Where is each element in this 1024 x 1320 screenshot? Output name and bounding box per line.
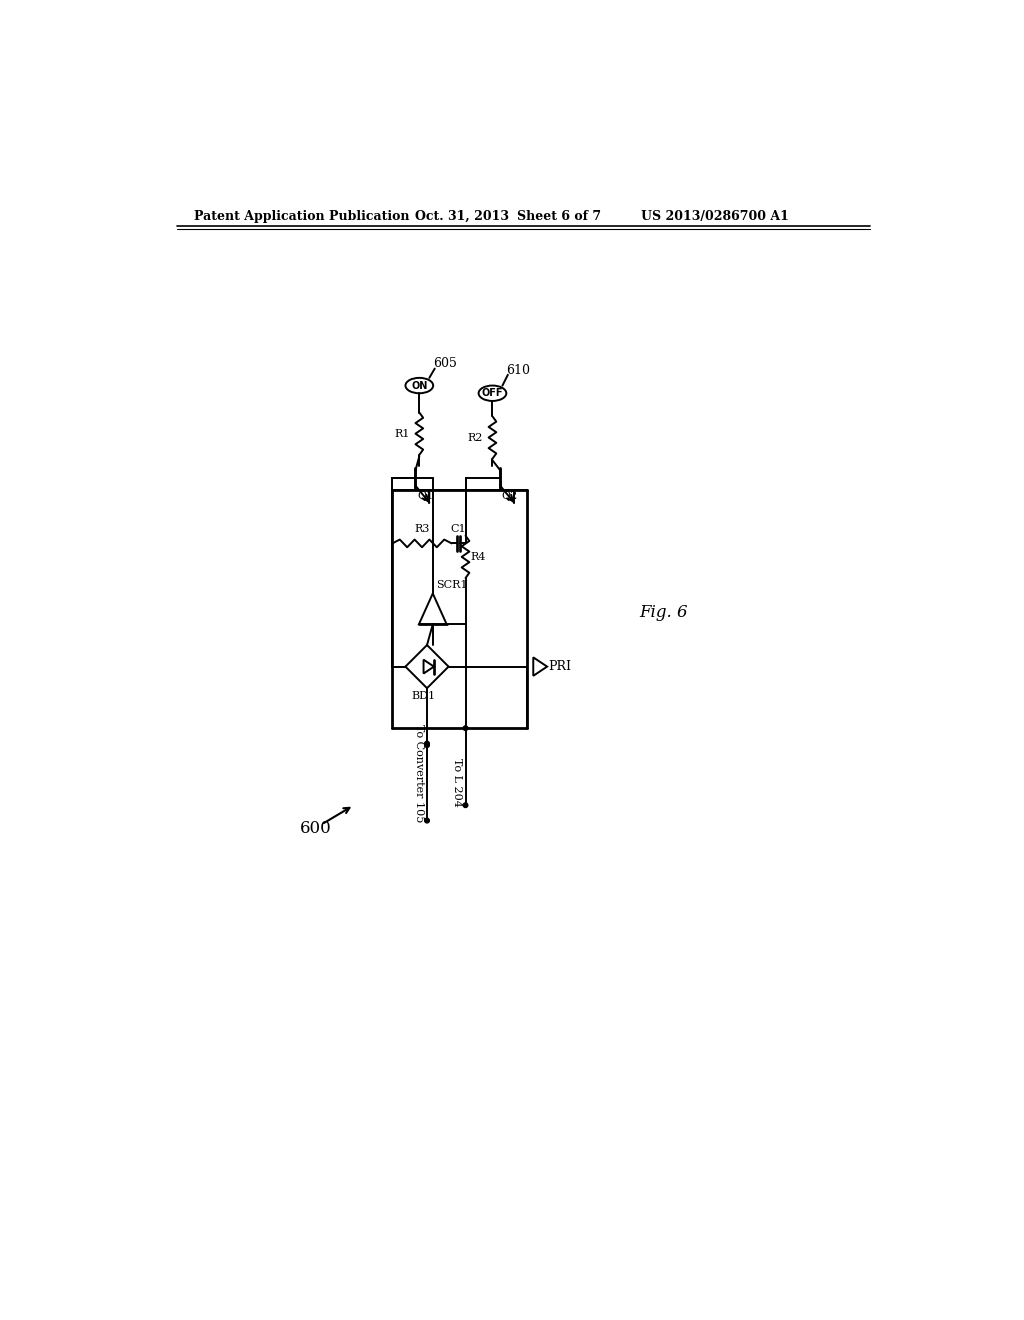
- Text: Q2: Q2: [502, 491, 518, 502]
- Text: Q1: Q1: [417, 491, 433, 502]
- Text: R3: R3: [415, 524, 430, 535]
- Text: R4: R4: [470, 552, 485, 562]
- Text: R2: R2: [468, 433, 483, 442]
- Text: To L 204: To L 204: [453, 758, 463, 807]
- Text: Patent Application Publication: Patent Application Publication: [195, 210, 410, 223]
- Circle shape: [425, 818, 429, 822]
- Text: 610: 610: [506, 363, 530, 376]
- Text: To Converter 105: To Converter 105: [414, 723, 424, 822]
- Circle shape: [425, 742, 429, 746]
- Text: Fig. 6: Fig. 6: [639, 605, 687, 622]
- Text: Oct. 31, 2013: Oct. 31, 2013: [416, 210, 510, 223]
- Text: BD1: BD1: [411, 692, 435, 701]
- Text: SCR1: SCR1: [436, 581, 467, 590]
- Circle shape: [425, 743, 429, 747]
- Text: OFF: OFF: [481, 388, 503, 399]
- Text: R1: R1: [394, 429, 410, 438]
- Text: US 2013/0286700 A1: US 2013/0286700 A1: [641, 210, 788, 223]
- Text: C1: C1: [451, 524, 466, 535]
- Text: 600: 600: [300, 820, 332, 837]
- Text: 605: 605: [433, 358, 457, 371]
- Circle shape: [463, 803, 468, 808]
- Text: ON: ON: [411, 380, 427, 391]
- Text: PRI: PRI: [549, 660, 571, 673]
- Circle shape: [463, 726, 468, 730]
- Text: Sheet 6 of 7: Sheet 6 of 7: [517, 210, 601, 223]
